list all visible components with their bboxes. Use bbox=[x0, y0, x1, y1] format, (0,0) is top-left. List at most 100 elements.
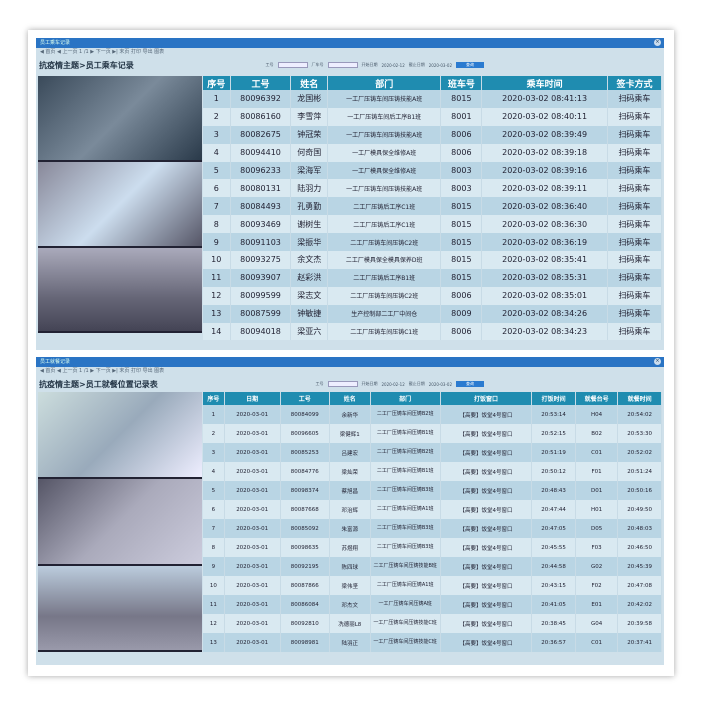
table-row[interactable]: 1 80096392 龙国彬 一工厂压铸车间压铸技能A班 8015 2020-03-02 … bbox=[203, 90, 663, 108]
close-icon[interactable]: × bbox=[654, 39, 661, 46]
table-cell: 二工厂压铸车间压铸C2班 bbox=[327, 286, 442, 305]
column-header: 部门 bbox=[370, 392, 441, 405]
table-row[interactable]: 8 2020-03-01 80098635 苏煜翔 二工厂压铸车间压铸B3班 【高要】饭堂… bbox=[203, 538, 662, 557]
table-cell: 蔡旭昌 bbox=[329, 481, 371, 500]
column-header: 姓名 bbox=[290, 76, 328, 90]
table-row[interactable]: 3 80082675 钟冠荣 一工厂压铸车间压铸技能A班 8006 2020-03-02 … bbox=[203, 125, 663, 144]
table-cell: 20:44:58 bbox=[531, 557, 576, 576]
table-cell: 80084099 bbox=[280, 405, 330, 424]
table-cell: 20:48:43 bbox=[531, 481, 576, 500]
car-input[interactable] bbox=[327, 62, 358, 68]
table-cell: 20:53:30 bbox=[617, 424, 662, 443]
table-cell: 80094410 bbox=[230, 143, 292, 162]
table-row[interactable]: 14 80094018 梁亚六 二工厂压铸车间压铸C1班 8006 2020-03-02 … bbox=[203, 322, 663, 341]
table-cell: 20:38:45 bbox=[531, 614, 576, 633]
camera-photos bbox=[38, 392, 202, 655]
table-cell: H04 bbox=[575, 405, 619, 424]
table-cell: 3 bbox=[203, 443, 225, 462]
table-row[interactable]: 5 2020-03-01 80098374 蔡旭昌 二工厂压铸车间压铸B3班 【高要】饭堂… bbox=[203, 481, 662, 500]
table-row[interactable]: 2 2020-03-01 80096605 梁健辉1 二工厂压铸车间压铸B1班 【高要】饭… bbox=[203, 424, 662, 443]
table-cell: 2020-03-01 bbox=[224, 557, 281, 576]
table-cell: 11 bbox=[203, 268, 231, 287]
table-row[interactable]: 11 2020-03-01 80086084 邓杰文 一工厂压铸车间压铸A班 【高要】饭堂… bbox=[203, 595, 662, 614]
table-row[interactable]: 10 2020-03-01 80087866 梁伟坚 二工厂压铸车间压铸A1班 【高要】饭… bbox=[203, 576, 662, 595]
end-date[interactable]: 2020-03-02 bbox=[428, 62, 452, 68]
table-cell: 一工厂压铸车间压铸技能A班 bbox=[327, 179, 442, 198]
table-cell: 2020-03-02 08:34:26 bbox=[481, 304, 608, 323]
table-row[interactable]: 4 2020-03-01 80084776 梁灿荣 二工厂压铸车间压铸B1班 【高要】饭堂… bbox=[203, 462, 662, 481]
table-cell: 扫码乘车 bbox=[607, 161, 663, 180]
table-cell: 梁亚六 bbox=[290, 322, 328, 341]
table-cell: 一工厂压铸车间后工序B1班 bbox=[327, 107, 442, 126]
table-row[interactable]: 7 2020-03-01 80085092 朱富源 二工厂压铸车间压铸B3班 【高要】饭堂… bbox=[203, 519, 662, 538]
table-cell: 一工厂压铸车间压铸A班 bbox=[370, 595, 441, 614]
emp-input[interactable] bbox=[327, 381, 358, 387]
table-cell: 80092195 bbox=[280, 557, 330, 576]
toolbar[interactable]: ◀ 首页 ◀ 上一页 1 /1 ▶ 下一页 ▶| 末页 打印 导出 图表 bbox=[40, 368, 165, 374]
table-cell: 钟敏捷 bbox=[290, 304, 328, 323]
emp-label: 工号 bbox=[265, 62, 274, 67]
table-cell: 20:43:15 bbox=[531, 576, 576, 595]
table-row[interactable]: 6 2020-03-01 80087668 邓治辉 二工厂压铸车间压铸A1班 【高要】饭堂… bbox=[203, 500, 662, 519]
table-cell: 20:41:05 bbox=[531, 595, 576, 614]
start-date[interactable]: 2020-02-12 bbox=[381, 381, 405, 387]
table-cell: 2020-03-01 bbox=[224, 481, 281, 500]
table-cell: 80087668 bbox=[280, 500, 330, 519]
table-cell: 扫码乘车 bbox=[607, 90, 663, 108]
table-cell: 20:39:58 bbox=[617, 614, 662, 633]
table-cell: 80099599 bbox=[230, 286, 292, 305]
table-row[interactable]: 5 80096233 梁海军 一工厂模具保全维修A班 8003 2020-03-02 08… bbox=[203, 161, 663, 180]
emp-label: 工号 bbox=[315, 381, 324, 386]
table-row[interactable]: 13 2020-03-01 80098981 陆羽正 一工厂压铸车间压铸技能C班 【高要】… bbox=[203, 633, 662, 652]
column-header: 就餐时间 bbox=[617, 392, 662, 405]
table-row[interactable]: 9 2020-03-01 80092195 陈四球 二工厂压铸车间压铸技能B班 【高要】饭… bbox=[203, 557, 662, 576]
table-row[interactable]: 12 2020-03-01 80092810 冼德丽L8 一工厂压铸车间压铸技能C班 【高… bbox=[203, 614, 662, 633]
table-row[interactable]: 13 80087599 钟敏捷 生产控制部二工厂中间仓 8009 2020-03-02 0… bbox=[203, 304, 663, 323]
table-cell: 扫码乘车 bbox=[607, 197, 663, 216]
table-cell: 12 bbox=[203, 286, 231, 305]
table-cell: 梁健辉1 bbox=[329, 424, 371, 443]
query-button[interactable]: 查询 bbox=[456, 381, 484, 387]
end-label: 截止日期 bbox=[408, 381, 425, 386]
table-cell: 一工厂模具保全维修A班 bbox=[327, 161, 442, 180]
table-row[interactable]: 3 2020-03-01 80085253 吕建宏 二工厂压铸车间压铸B2班 【高要】饭堂… bbox=[203, 443, 662, 462]
table-row[interactable]: 2 80086160 李雪萍 一工厂压铸车间后工序B1班 8001 2020-03-02 … bbox=[203, 107, 663, 126]
table-cell: 80087599 bbox=[230, 304, 292, 323]
table-cell: 2020-03-02 08:35:41 bbox=[481, 251, 608, 269]
table-cell: 冼德丽L8 bbox=[329, 614, 371, 633]
emp-input[interactable] bbox=[277, 62, 308, 68]
table-cell: 2020-03-02 08:39:11 bbox=[481, 179, 608, 198]
table-cell: 梁振华 bbox=[290, 233, 328, 252]
table-row[interactable]: 12 80099599 梁志文 二工厂压铸车间压铸C2班 8006 2020-03-02 … bbox=[203, 286, 663, 305]
table-row[interactable]: 6 80080131 陆羽力 一工厂压铸车间压铸技能A班 8003 2020-03-02 … bbox=[203, 179, 663, 198]
table-cell: 80086160 bbox=[230, 107, 292, 126]
start-date[interactable]: 2020-02-12 bbox=[381, 62, 405, 68]
query-button[interactable]: 查询 bbox=[456, 62, 484, 68]
camera-photos bbox=[38, 76, 202, 336]
table-cell: 2020-03-01 bbox=[224, 405, 281, 424]
start-label: 开始日期 bbox=[361, 62, 378, 67]
table-row[interactable]: 10 80093275 余文杰 二工厂模具保全模具保养D班 8015 2020-03-02… bbox=[203, 251, 663, 269]
table-row[interactable]: 8 80093469 谢树生 二工厂压铸后工序C1班 8015 2020-03-02 08… bbox=[203, 215, 663, 234]
table-row[interactable]: 11 80093907 赵彩洪 二工厂压铸后工序B1班 8015 2020-03-02 0… bbox=[203, 268, 663, 287]
table-cell: 扫码乘车 bbox=[607, 268, 663, 287]
table-cell: 扫码乘车 bbox=[607, 125, 663, 144]
close-icon[interactable]: × bbox=[654, 358, 661, 365]
table-cell: 10 bbox=[203, 251, 231, 269]
start-label: 开始日期 bbox=[361, 381, 378, 386]
table-row[interactable]: 4 80094410 何奇国 一工厂模具保全维修A班 8006 2020-03-02 08… bbox=[203, 143, 663, 162]
table-cell: 8006 bbox=[440, 125, 483, 144]
table-cell: D01 bbox=[575, 481, 619, 500]
table-cell: 钟冠荣 bbox=[290, 125, 328, 144]
table-row[interactable]: 9 80091103 梁振华 二工厂压铸车间压铸C2班 8015 2020-03-02 0… bbox=[203, 233, 663, 252]
table-cell: G02 bbox=[575, 557, 619, 576]
table-cell: 二工厂压铸后工序C1班 bbox=[327, 215, 442, 234]
table-row[interactable]: 1 2020-03-01 80084099 余新华 二工厂压铸车间压铸B2班 【高要】饭堂… bbox=[203, 405, 662, 424]
table-cell: 8003 bbox=[440, 179, 483, 198]
table-cell: 扫码乘车 bbox=[607, 143, 663, 162]
table-cell: 8015 bbox=[440, 268, 483, 287]
toolbar[interactable]: ◀ 首页 ◀ 上一页 1 /1 ▶ 下一页 ▶| 末页 打印 导出 图表 bbox=[40, 49, 165, 55]
table-row[interactable]: 7 80084493 孔勇勤 二工厂压铸后工序C1班 8015 2020-03-02 08… bbox=[203, 197, 663, 216]
end-date[interactable]: 2020-03-02 bbox=[428, 381, 452, 387]
table-cell: 【高要】饭堂4号窗口 bbox=[440, 462, 533, 481]
